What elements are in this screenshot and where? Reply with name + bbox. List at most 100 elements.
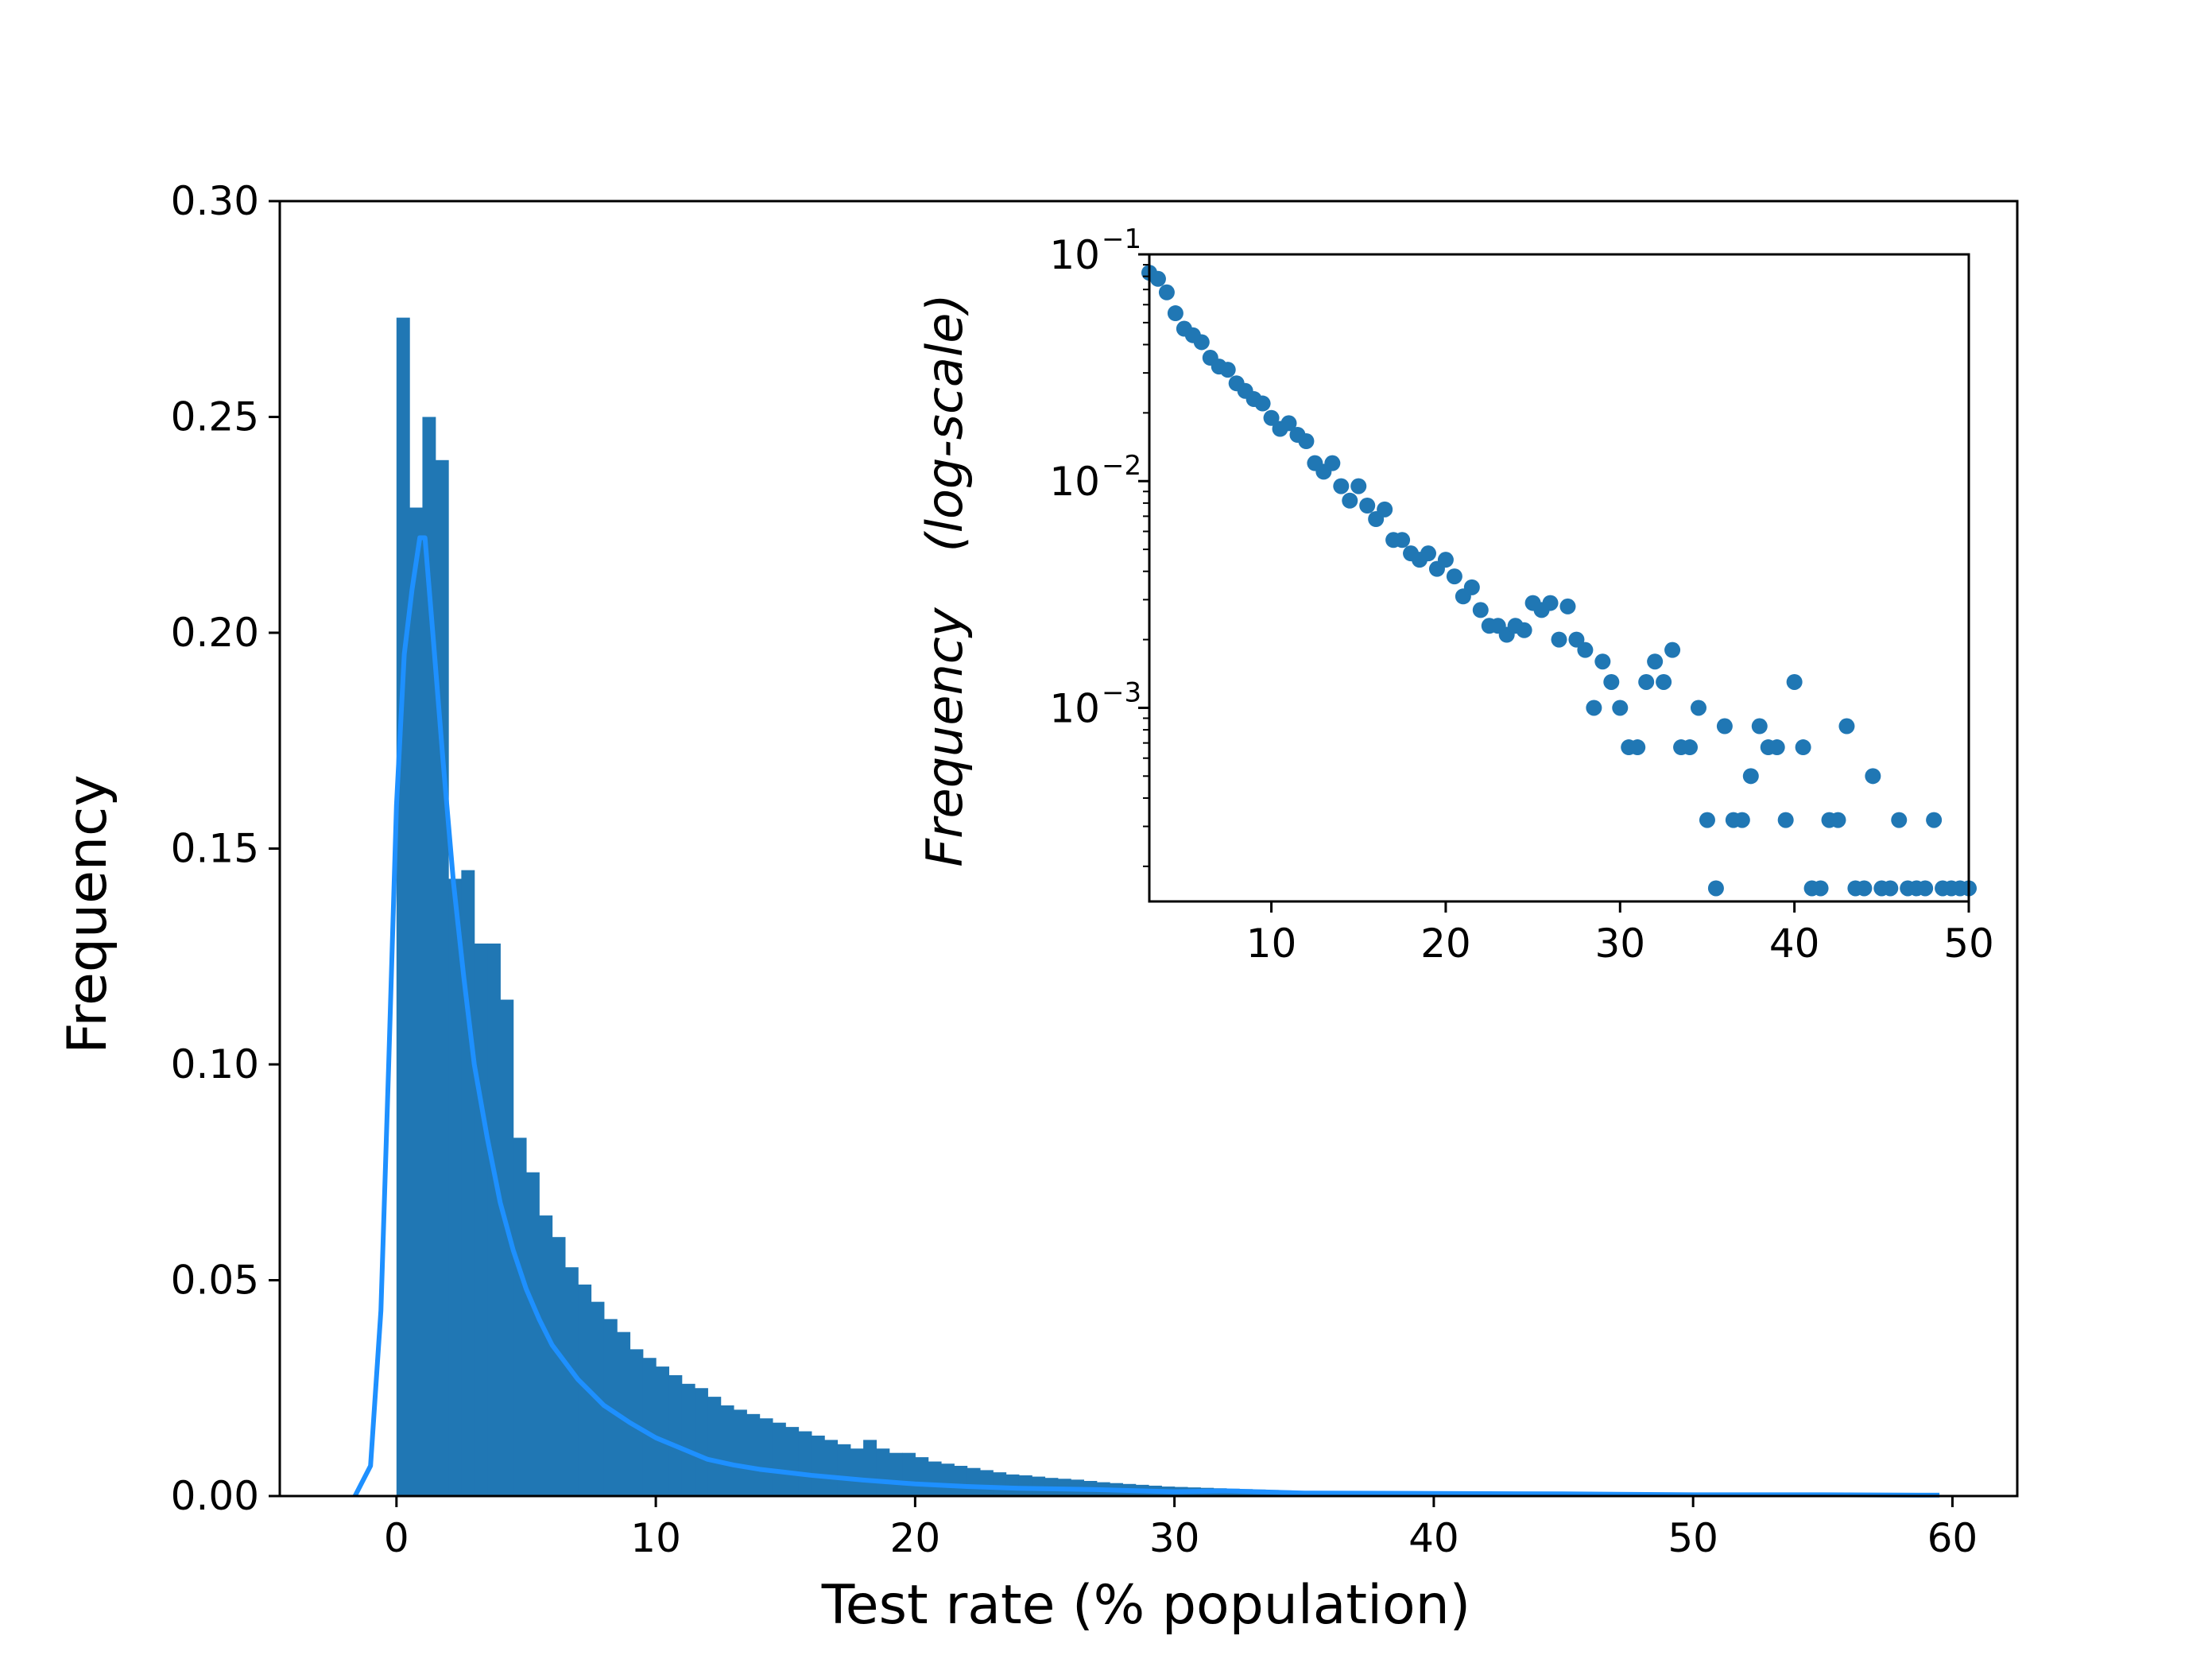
inset-axes-frame — [1148, 253, 1970, 903]
scatter-point — [1324, 455, 1341, 471]
histogram-bar — [474, 943, 488, 1496]
histogram-bar — [902, 1452, 916, 1496]
scatter-point — [1777, 812, 1794, 828]
scatter-point — [1812, 880, 1829, 897]
scatter-point — [1742, 768, 1759, 785]
histogram-bar — [979, 1470, 994, 1496]
scatter-point — [1359, 498, 1376, 514]
scatter-point — [1838, 718, 1855, 735]
histogram-bar — [695, 1388, 708, 1496]
histogram-bar — [720, 1405, 734, 1496]
histogram-bar — [539, 1215, 553, 1496]
kde-line — [352, 535, 1940, 1498]
histogram-bar — [811, 1435, 825, 1496]
scatter-point — [1350, 478, 1367, 494]
scatter-point — [1751, 718, 1768, 735]
histogram-bar — [435, 459, 449, 1496]
scatter-point — [1690, 700, 1706, 716]
scatter-point — [1280, 415, 1297, 432]
inset-x-tick-label: 40 — [1769, 921, 1820, 967]
histogram-bar — [668, 1374, 683, 1496]
scatter-point — [1551, 631, 1567, 648]
histogram-bar — [915, 1457, 929, 1496]
scatter-point — [1559, 598, 1576, 614]
scatter-point — [1298, 433, 1315, 450]
histogram-bar — [552, 1237, 566, 1496]
y-tick-label: 0.20 — [171, 610, 259, 656]
histogram-bar — [837, 1444, 851, 1496]
inset-x-tick-label: 30 — [1594, 921, 1645, 967]
histogram-bar — [967, 1467, 981, 1496]
histogram-bar — [824, 1440, 839, 1496]
histogram-bar — [630, 1349, 644, 1496]
scatter-point — [1795, 739, 1811, 756]
scatter-point — [1149, 270, 1166, 287]
scatter-point — [1568, 631, 1585, 648]
x-tick-label: 20 — [890, 1515, 941, 1561]
scatter-point — [1516, 622, 1532, 638]
y-tick-label: 0.00 — [171, 1473, 259, 1519]
histogram-bar — [889, 1452, 903, 1496]
scatter-point — [1167, 305, 1183, 322]
scatter-point — [1158, 284, 1175, 300]
histogram-bar — [681, 1383, 695, 1496]
scatter-point — [1926, 812, 1943, 828]
histogram-bar — [733, 1409, 747, 1496]
inset-y-tick-label: 10 — [1049, 685, 1100, 731]
histogram-bar — [850, 1448, 864, 1496]
inset-y-tick-label: 10 — [1049, 459, 1100, 505]
histogram-bar — [928, 1461, 942, 1496]
scatter-point — [1472, 602, 1489, 618]
histogram-bar — [578, 1284, 592, 1496]
scatter-point — [1193, 334, 1210, 351]
x-tick-label: 40 — [1408, 1515, 1459, 1561]
scatter-point — [1446, 568, 1462, 585]
histogram-bar — [422, 417, 436, 1496]
inset-y-label-scale: (log-scale) — [916, 293, 974, 552]
main-x-axis-ticks: 0 10 20 30 40 50 60 — [384, 1496, 1978, 1561]
inset-y-tick-exponent: −3 — [1102, 676, 1141, 708]
histogram-bar — [785, 1427, 800, 1496]
scatter-point — [1342, 492, 1358, 509]
scatter-point — [1882, 880, 1899, 897]
inset-y-label-word: Frequency — [916, 607, 974, 866]
inset-scatter-points — [1141, 265, 1977, 897]
scatter-point — [1263, 409, 1280, 426]
histogram-bar — [876, 1448, 890, 1496]
histogram-bar — [863, 1440, 877, 1496]
scatter-point — [1716, 718, 1733, 735]
scatter-point — [1586, 700, 1602, 716]
histogram-bar — [746, 1413, 761, 1496]
histogram-bar — [707, 1397, 722, 1496]
histogram-bar — [513, 1138, 527, 1496]
x-tick-label: 50 — [1668, 1515, 1718, 1561]
scatter-point — [1577, 642, 1594, 658]
scatter-point — [1664, 642, 1681, 658]
histogram-bar — [564, 1267, 579, 1496]
main-y-axis-label: Frequency — [56, 774, 119, 1053]
inset-x-axis-ticks: 10 20 30 40 50 — [1246, 901, 1994, 967]
scatter-point — [1254, 395, 1271, 412]
scatter-point — [1629, 739, 1646, 756]
y-tick-label: 0.10 — [171, 1041, 259, 1087]
histogram-bar — [525, 1172, 540, 1496]
scatter-point — [1612, 700, 1629, 716]
scatter-point — [1830, 812, 1846, 828]
scatter-point — [1891, 812, 1908, 828]
histogram-bar — [940, 1463, 955, 1496]
scatter-point — [1656, 673, 1672, 690]
scatter-point — [1768, 739, 1785, 756]
scatter-point — [1917, 880, 1934, 897]
histogram-bar — [642, 1358, 657, 1496]
inset-x-tick-label: 50 — [1943, 921, 1994, 967]
y-tick-label: 0.05 — [171, 1258, 259, 1304]
main-x-axis-label: Test rate (% population) — [821, 1574, 1470, 1637]
histogram-bar — [487, 943, 501, 1496]
histogram-bar — [772, 1422, 786, 1496]
scatter-point — [1699, 812, 1715, 828]
histogram-bar — [448, 878, 462, 1496]
inset-y-tick-exponent: −1 — [1102, 223, 1141, 255]
inset-y-minor-ticks — [1143, 264, 1149, 867]
x-tick-label: 10 — [630, 1515, 681, 1561]
scatter-point — [1865, 768, 1881, 785]
